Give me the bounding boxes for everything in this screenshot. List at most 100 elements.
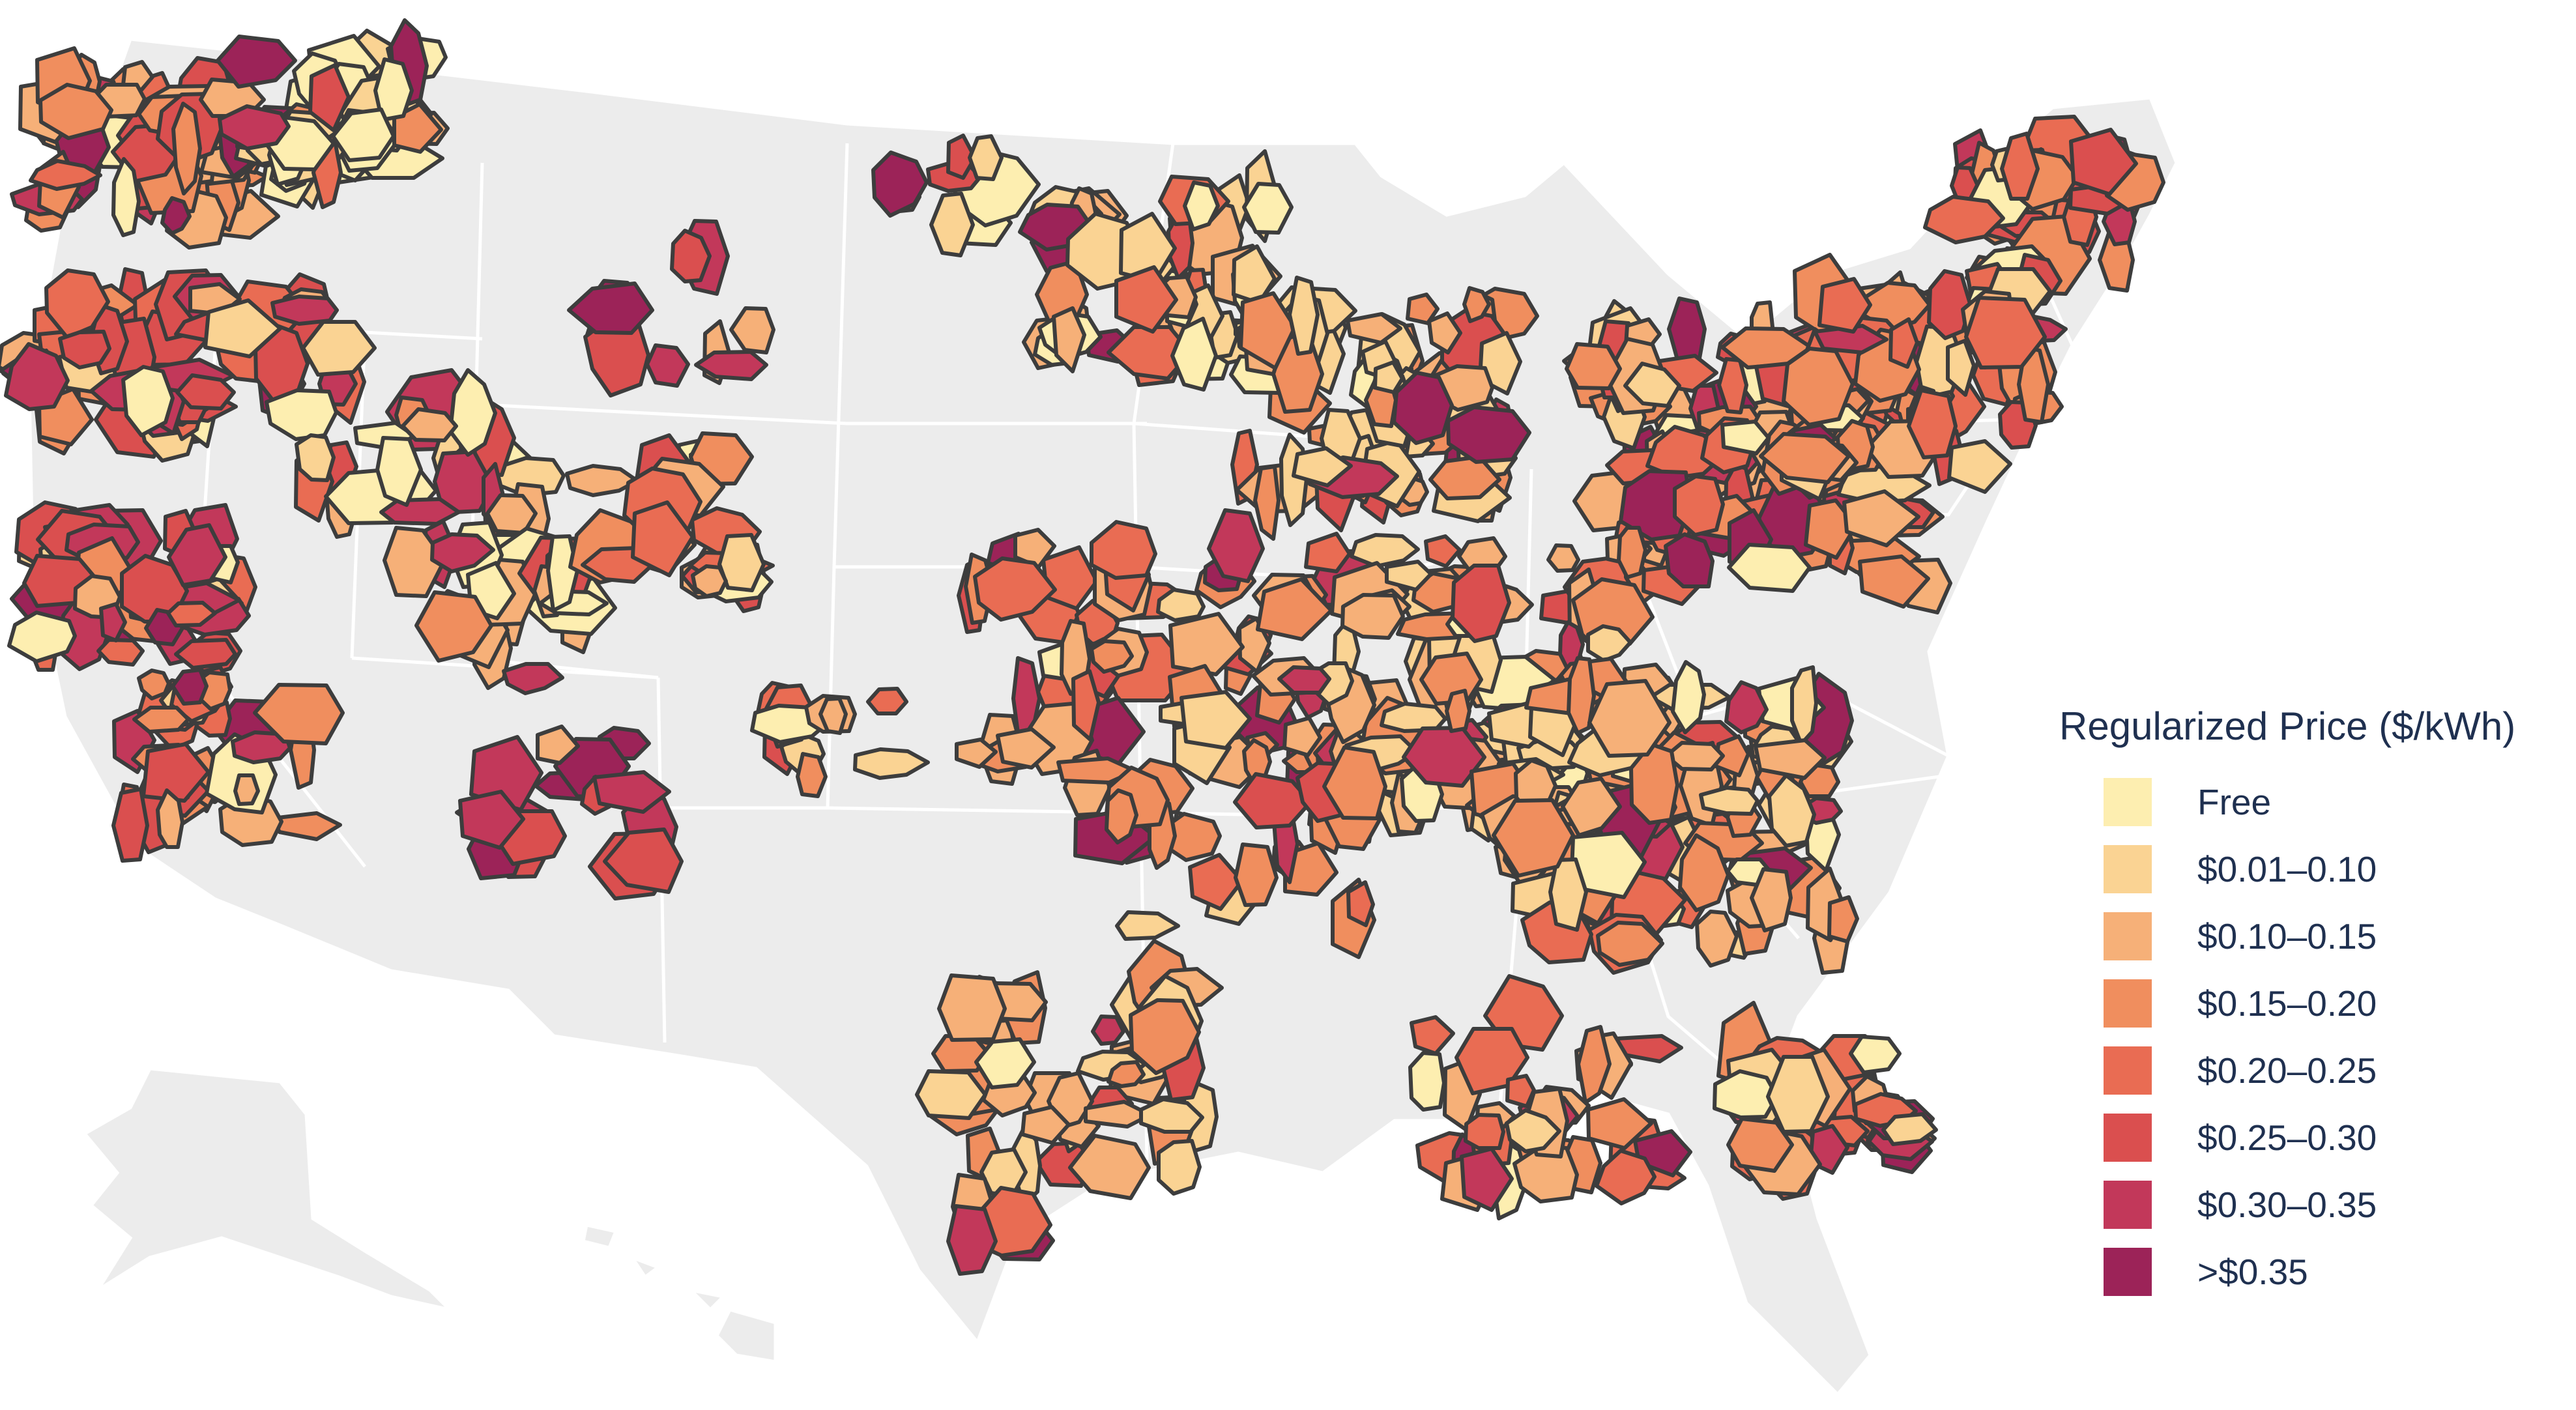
county-region [1946,339,1976,397]
county-region [955,738,998,769]
county-region [1020,1105,1071,1145]
county-region [1849,1035,1902,1074]
county-region [631,500,695,577]
county-region [171,668,209,706]
county-region [203,298,282,358]
county-region [375,436,423,507]
legend-swatch-0-15-0-20 [2104,979,2152,1028]
legend-label: $0.15–0.20 [2197,983,2377,1024]
legend-swatch-0-01-0-10 [2104,844,2152,893]
county-region [166,601,217,627]
county-region [111,787,149,863]
county-region [871,151,929,218]
county-region [1927,269,1973,340]
county-region [1907,388,1958,459]
county-region [974,1037,1036,1089]
county-region [729,306,775,354]
legend-swatch-free [2104,777,2152,826]
county-region [1105,788,1138,844]
county-region [1726,1117,1794,1173]
county-region [1842,489,1920,547]
county-region [2000,132,2040,201]
county-region [853,747,930,780]
county-region [331,108,396,162]
county-region [915,1069,987,1120]
legend-swatch-0-25-0-30 [2104,1113,2152,1162]
county-region [1179,690,1252,750]
legend-label: $0.20–0.25 [2197,1050,2377,1091]
county-region [1923,195,2005,244]
county-region [946,134,977,180]
county-region [1889,317,1919,369]
county-region [167,523,227,587]
county-region [1460,1147,1514,1212]
county-region [1446,405,1531,464]
county-region [1292,446,1353,487]
county-region [866,687,908,715]
county-region [1727,543,1812,593]
county-region [379,497,461,526]
county-region [996,727,1056,770]
county-region [4,342,70,411]
county-region [1595,1149,1657,1205]
county-region [308,63,351,132]
county-region [29,159,102,191]
county-region [1408,1051,1446,1112]
county-region [796,752,828,798]
county-region [1188,853,1244,911]
legend-swatch-over-0-35 [2104,1247,2152,1296]
legend-item-0-01-0-10: $0.01–0.10 [2059,835,2554,902]
county-region [1548,857,1588,932]
county-region [1424,534,1462,568]
county-region [1427,311,1462,354]
county-region [1084,1100,1152,1129]
county-region [58,330,111,369]
county-region [121,365,175,437]
county-region [1813,324,1889,354]
legend-swatch-0-20-0-25 [2104,1046,2152,1095]
county-region [1587,679,1672,758]
county-region [1671,660,1706,734]
legend-item-over-0-35: >$0.35 [2059,1238,2554,1305]
county-region [1340,593,1405,640]
county-region [1445,689,1471,733]
county-region [1576,1025,1612,1104]
county-region [1056,756,1137,784]
county-region [1107,1060,1146,1088]
county-region [1277,665,1331,695]
county-region [1546,543,1580,573]
county-region [1410,1015,1455,1056]
county-region [946,1204,998,1276]
county-region [44,268,110,339]
county-region [96,638,145,667]
county-region [301,320,377,377]
county-region [1156,588,1206,622]
county-region [430,532,495,573]
county-region [1462,286,1491,323]
county-region [383,526,446,598]
county-region [295,433,336,482]
county-region [1071,669,1101,741]
county-region [1561,777,1622,837]
county-region [1766,1055,1830,1134]
county-region [1242,182,1294,235]
county-region [968,134,1004,181]
county-region [1304,532,1352,573]
alaska-landmass [82,1067,455,1313]
legend-title: Regularized Price ($/kWh) [2059,704,2516,748]
legend-item-0-30-0-35: $0.30–0.35 [2059,1171,2554,1238]
county-region [218,104,291,151]
county-region [141,742,210,803]
county-region [1139,1097,1204,1134]
county-region [1629,742,1679,825]
county-region [392,102,443,154]
county-region [670,229,712,283]
legend-item-0-20-0-25: $0.20–0.25 [2059,1037,2554,1104]
legend: Regularized Price ($/kWh) Free $0.01–0.1… [2059,704,2554,1305]
county-region [233,773,260,806]
county-region [160,196,192,235]
county-region [401,407,458,442]
county-region [1114,265,1178,334]
legend-swatch-0-10-0-15 [2104,912,2152,960]
county-region [1713,1069,1779,1119]
